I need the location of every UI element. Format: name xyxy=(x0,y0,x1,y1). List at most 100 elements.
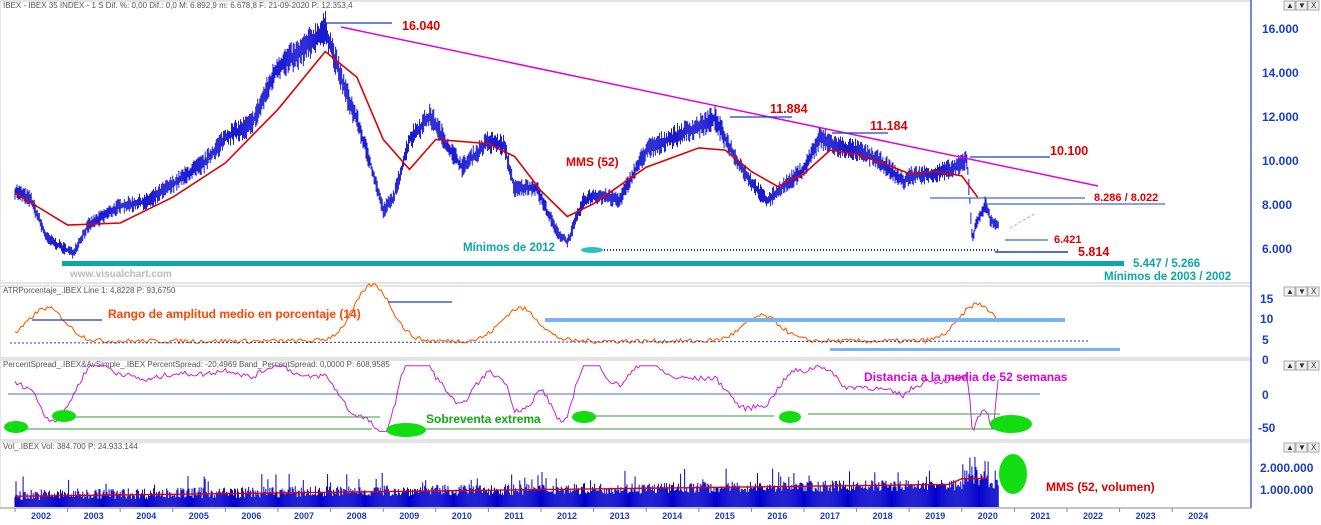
label-lows-2003-2002: Mínimos de 2003 / 2002 xyxy=(1104,271,1231,283)
close-icon: X xyxy=(1311,1,1317,10)
collapse-down-icon: ▼ xyxy=(1298,1,1306,10)
watermark: www.visualchart.com xyxy=(69,269,172,280)
collapse-up-icon: ▲ xyxy=(1286,1,1294,10)
spread-panel-buttons: ▲ ▼ X xyxy=(1283,360,1320,371)
volume-panel-buttons: ▲ ▼ X xyxy=(1283,442,1320,453)
label-11184: 11.184 xyxy=(870,119,908,133)
x-tick-label: 2013 xyxy=(610,511,630,520)
atr-panel-header: ATRPorcentaje_.IBEX Line 1: 4,8228 P: 93… xyxy=(3,286,176,295)
tick-label: 1.000.000 xyxy=(1260,483,1314,497)
label-11884: 11.884 xyxy=(770,102,808,116)
label-10100: 10.100 xyxy=(1050,144,1088,158)
collapse-down-button[interactable] xyxy=(1295,360,1308,371)
x-tick-label: 2005 xyxy=(189,511,209,520)
x-tick-label: 2015 xyxy=(715,511,735,520)
tick-label: 15 xyxy=(1260,292,1274,306)
spread-line xyxy=(14,365,999,432)
collapse-down-button[interactable] xyxy=(1295,0,1308,11)
lows-2003-2002-band xyxy=(62,261,1124,266)
oversold-marker xyxy=(386,423,426,437)
oversold-marker xyxy=(52,410,76,422)
atr-plot xyxy=(14,283,999,345)
label-16040: 16.040 xyxy=(402,19,440,33)
price-panel-header: IBEX - IBEX 35 INDEX - 1 S Dif. %: 0,00 … xyxy=(3,1,353,10)
x-tick-label: 2009 xyxy=(399,511,419,520)
y-axis: 16.000 14.000 12.000 10.000 8.000 6.000 … xyxy=(1258,22,1314,497)
mms-52-line xyxy=(14,50,979,226)
x-tick-label: 2016 xyxy=(767,511,787,520)
spread-y-axis: 0 -50 xyxy=(1258,388,1276,435)
atr-y-axis: 15 10 5 0 xyxy=(1260,292,1274,367)
downtrend-line xyxy=(340,26,1099,187)
volume-y-axis: 2.000.000 1.000.000 xyxy=(1260,461,1314,497)
volume-mms-line xyxy=(14,477,989,497)
label-8286-8022: 8.286 / 8.022 xyxy=(1094,192,1158,204)
collapse-up-button[interactable] xyxy=(1283,286,1296,297)
collapse-up-button[interactable] xyxy=(1283,360,1296,371)
label-atr: Rango de amplitud medio en porcentaje (1… xyxy=(108,307,361,321)
x-tick-label: 2007 xyxy=(294,511,314,520)
label-5814: 5.814 xyxy=(1078,245,1109,259)
collapse-down-button[interactable] xyxy=(1295,286,1308,297)
x-axis: 2002 2003 2004 2005 2006 2007 2008 2009 2010 2011… xyxy=(14,508,1208,521)
x-tick-label: 2019 xyxy=(925,511,945,520)
tick-label: 16.000 xyxy=(1262,22,1299,36)
collapse-down-icon: ▼ xyxy=(1298,361,1306,370)
spread-annotations xyxy=(4,393,1040,437)
tick-label: 0 xyxy=(1262,388,1269,402)
close-button[interactable] xyxy=(1307,0,1320,11)
tick-label: 10.000 xyxy=(1262,154,1299,168)
x-tick-label: 2023 xyxy=(1136,511,1156,520)
tick-label: 10 xyxy=(1260,312,1274,326)
x-tick-label: 2006 xyxy=(241,511,261,520)
label-oversold: Sobreventa extrema xyxy=(426,412,541,426)
close-icon: X xyxy=(1311,287,1317,296)
tick-label: -50 xyxy=(1258,421,1276,435)
oversold-marker xyxy=(4,421,28,433)
x-tick-label: 2011 xyxy=(504,511,524,520)
collapse-up-icon: ▲ xyxy=(1286,361,1294,370)
rebound-channel-line xyxy=(1009,212,1037,229)
label-mms-volume: MMS (52, volumen) xyxy=(1046,480,1155,494)
collapse-up-button[interactable] xyxy=(1283,442,1296,453)
oversold-marker xyxy=(572,411,596,423)
x-tick-label: 2022 xyxy=(1083,511,1103,520)
collapse-down-icon: ▼ xyxy=(1298,287,1306,296)
close-button[interactable] xyxy=(1307,360,1320,371)
close-icon: X xyxy=(1311,361,1317,370)
atr-annotations xyxy=(9,301,1120,351)
price-annotations xyxy=(62,22,1165,266)
x-tick-label: 2003 xyxy=(84,511,104,520)
price-bars xyxy=(14,10,999,259)
price-y-axis: 16.000 14.000 12.000 10.000 8.000 6.000 xyxy=(1262,22,1299,256)
volume-plot xyxy=(14,457,999,507)
close-button[interactable] xyxy=(1307,442,1320,453)
tick-label: 0 xyxy=(1262,353,1269,367)
label-mms-52: MMS (52) xyxy=(566,155,619,169)
x-tick-label: 2008 xyxy=(347,511,367,520)
x-tick-label: 2021 xyxy=(1030,511,1050,520)
volume-spike-marker xyxy=(999,454,1027,494)
x-tick-label: 2004 xyxy=(136,511,156,520)
lows-2012-marker xyxy=(581,247,603,253)
collapse-down-icon: ▼ xyxy=(1298,443,1306,452)
tick-label: 8.000 xyxy=(1262,198,1292,212)
atr-low-band xyxy=(830,348,1120,351)
collapse-up-button[interactable] xyxy=(1283,0,1296,11)
atr-panel-buttons: ▲ ▼ X xyxy=(1283,286,1320,297)
spread-plot xyxy=(14,365,999,432)
close-button[interactable] xyxy=(1307,286,1320,297)
tick-label: 6.000 xyxy=(1262,242,1292,256)
price-panel-buttons: ▲ ▼ X xyxy=(1283,0,1320,11)
collapse-down-button[interactable] xyxy=(1295,442,1308,453)
label-lows-2012: Mínimos de 2012 xyxy=(463,242,555,254)
x-tick-label: 2017 xyxy=(820,511,840,520)
collapse-up-icon: ▲ xyxy=(1286,443,1294,452)
x-tick-label: 2018 xyxy=(873,511,893,520)
collapse-up-icon: ▲ xyxy=(1286,287,1294,296)
window-buttons: ▲ ▼ X ▲ ▼ X ▲ ▼ X ▲ ▼ X xyxy=(1283,0,1320,453)
volume-panel-header: Vol_.IBEX Vol: 384.700 P: 24.933.144 xyxy=(3,442,138,451)
x-tick-label: 2010 xyxy=(452,511,472,520)
atr-high-band xyxy=(545,318,1065,322)
oversold-marker xyxy=(990,415,1032,433)
